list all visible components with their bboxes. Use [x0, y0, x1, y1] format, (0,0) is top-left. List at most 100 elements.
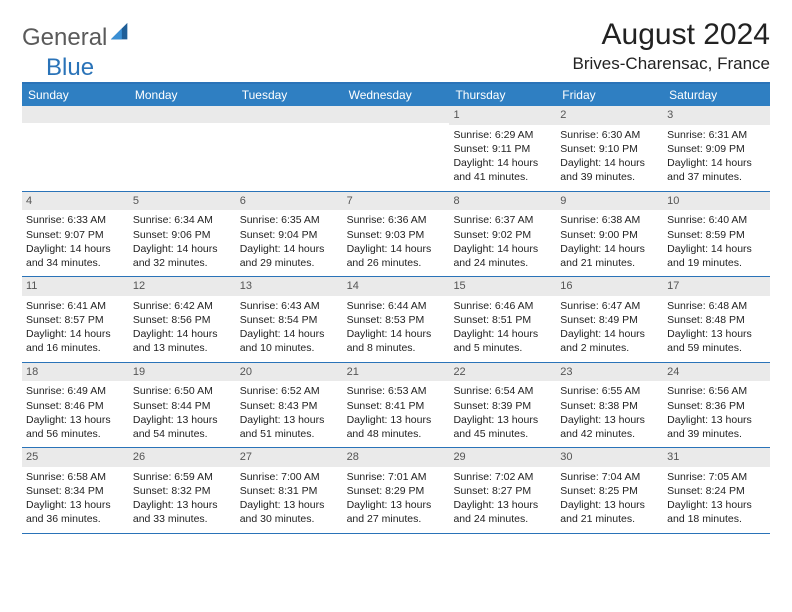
sunset-text: Sunset: 9:04 PM	[240, 228, 339, 242]
day-number: 22	[449, 363, 556, 382]
weeks-container: 1Sunrise: 6:29 AMSunset: 9:11 PMDaylight…	[22, 106, 770, 534]
daylight-text: Daylight: 14 hours and 29 minutes.	[240, 242, 339, 270]
sunset-text: Sunset: 8:49 PM	[560, 313, 659, 327]
sunset-text: Sunset: 9:03 PM	[347, 228, 446, 242]
weekday-sunday: Sunday	[22, 84, 129, 106]
calendar: Sunday Monday Tuesday Wednesday Thursday…	[22, 82, 770, 534]
daylight-text: Daylight: 13 hours and 48 minutes.	[347, 413, 446, 441]
weekday-header-row: Sunday Monday Tuesday Wednesday Thursday…	[22, 84, 770, 106]
month-title: August 2024	[573, 18, 770, 52]
day-cell: 14Sunrise: 6:44 AMSunset: 8:53 PMDayligh…	[343, 277, 450, 362]
sunrise-text: Sunrise: 6:41 AM	[26, 299, 125, 313]
daylight-text: Daylight: 14 hours and 37 minutes.	[667, 156, 766, 184]
daylight-text: Daylight: 13 hours and 51 minutes.	[240, 413, 339, 441]
sunset-text: Sunset: 9:06 PM	[133, 228, 232, 242]
day-number: 2	[556, 106, 663, 125]
day-cell	[129, 106, 236, 191]
daylight-text: Daylight: 13 hours and 33 minutes.	[133, 498, 232, 526]
daylight-text: Daylight: 13 hours and 39 minutes.	[667, 413, 766, 441]
day-cell: 10Sunrise: 6:40 AMSunset: 8:59 PMDayligh…	[663, 192, 770, 277]
daylight-text: Daylight: 13 hours and 45 minutes.	[453, 413, 552, 441]
day-number: 12	[129, 277, 236, 296]
daylight-text: Daylight: 14 hours and 10 minutes.	[240, 327, 339, 355]
day-cell: 5Sunrise: 6:34 AMSunset: 9:06 PMDaylight…	[129, 192, 236, 277]
day-number: 24	[663, 363, 770, 382]
day-number: 11	[22, 277, 129, 296]
day-number: 26	[129, 448, 236, 467]
day-number: 23	[556, 363, 663, 382]
weekday-wednesday: Wednesday	[343, 84, 450, 106]
sunrise-text: Sunrise: 6:37 AM	[453, 213, 552, 227]
sunset-text: Sunset: 8:43 PM	[240, 399, 339, 413]
day-number: 30	[556, 448, 663, 467]
daylight-text: Daylight: 14 hours and 34 minutes.	[26, 242, 125, 270]
week-row: 1Sunrise: 6:29 AMSunset: 9:11 PMDaylight…	[22, 106, 770, 192]
day-cell: 6Sunrise: 6:35 AMSunset: 9:04 PMDaylight…	[236, 192, 343, 277]
day-cell: 25Sunrise: 6:58 AMSunset: 8:34 PMDayligh…	[22, 448, 129, 533]
weekday-friday: Friday	[556, 84, 663, 106]
week-row: 18Sunrise: 6:49 AMSunset: 8:46 PMDayligh…	[22, 363, 770, 449]
sunrise-text: Sunrise: 6:50 AM	[133, 384, 232, 398]
day-number: 20	[236, 363, 343, 382]
daylight-text: Daylight: 14 hours and 21 minutes.	[560, 242, 659, 270]
sunrise-text: Sunrise: 6:42 AM	[133, 299, 232, 313]
day-number: 28	[343, 448, 450, 467]
day-cell: 21Sunrise: 6:53 AMSunset: 8:41 PMDayligh…	[343, 363, 450, 448]
day-cell: 22Sunrise: 6:54 AMSunset: 8:39 PMDayligh…	[449, 363, 556, 448]
daylight-text: Daylight: 13 hours and 59 minutes.	[667, 327, 766, 355]
sunrise-text: Sunrise: 7:05 AM	[667, 470, 766, 484]
sunrise-text: Sunrise: 7:04 AM	[560, 470, 659, 484]
day-number: 8	[449, 192, 556, 211]
daylight-text: Daylight: 13 hours and 21 minutes.	[560, 498, 659, 526]
sunset-text: Sunset: 8:34 PM	[26, 484, 125, 498]
sunset-text: Sunset: 8:57 PM	[26, 313, 125, 327]
day-cell: 3Sunrise: 6:31 AMSunset: 9:09 PMDaylight…	[663, 106, 770, 191]
daylight-text: Daylight: 13 hours and 42 minutes.	[560, 413, 659, 441]
day-number: 19	[129, 363, 236, 382]
day-number: 31	[663, 448, 770, 467]
daylight-text: Daylight: 14 hours and 13 minutes.	[133, 327, 232, 355]
day-number: 17	[663, 277, 770, 296]
daylight-text: Daylight: 13 hours and 27 minutes.	[347, 498, 446, 526]
title-block: August 2024 Brives-Charensac, France	[573, 18, 770, 74]
day-number: 7	[343, 192, 450, 211]
day-cell: 4Sunrise: 6:33 AMSunset: 9:07 PMDaylight…	[22, 192, 129, 277]
sunset-text: Sunset: 9:02 PM	[453, 228, 552, 242]
weekday-saturday: Saturday	[663, 84, 770, 106]
sunrise-text: Sunrise: 6:52 AM	[240, 384, 339, 398]
day-cell: 9Sunrise: 6:38 AMSunset: 9:00 PMDaylight…	[556, 192, 663, 277]
day-cell: 2Sunrise: 6:30 AMSunset: 9:10 PMDaylight…	[556, 106, 663, 191]
sunset-text: Sunset: 8:25 PM	[560, 484, 659, 498]
day-cell: 15Sunrise: 6:46 AMSunset: 8:51 PMDayligh…	[449, 277, 556, 362]
sunrise-text: Sunrise: 6:34 AM	[133, 213, 232, 227]
sunrise-text: Sunrise: 6:56 AM	[667, 384, 766, 398]
sunset-text: Sunset: 8:38 PM	[560, 399, 659, 413]
daylight-text: Daylight: 14 hours and 24 minutes.	[453, 242, 552, 270]
day-number	[236, 106, 343, 123]
day-number: 9	[556, 192, 663, 211]
day-cell: 19Sunrise: 6:50 AMSunset: 8:44 PMDayligh…	[129, 363, 236, 448]
sunrise-text: Sunrise: 6:31 AM	[667, 128, 766, 142]
logo: General	[22, 24, 131, 52]
sunset-text: Sunset: 8:44 PM	[133, 399, 232, 413]
weekday-monday: Monday	[129, 84, 236, 106]
day-cell: 24 Sunrise: 6:56 AMSunset: 8:36 PMDayligh…	[663, 363, 770, 448]
day-cell: 11Sunrise: 6:41 AMSunset: 8:57 PMDayligh…	[22, 277, 129, 362]
sunset-text: Sunset: 8:56 PM	[133, 313, 232, 327]
sunrise-text: Sunrise: 6:30 AM	[560, 128, 659, 142]
daylight-text: Daylight: 14 hours and 19 minutes.	[667, 242, 766, 270]
day-cell: 1Sunrise: 6:29 AMSunset: 9:11 PMDaylight…	[449, 106, 556, 191]
weekday-tuesday: Tuesday	[236, 84, 343, 106]
day-number: 15	[449, 277, 556, 296]
daylight-text: Daylight: 14 hours and 8 minutes.	[347, 327, 446, 355]
day-number: 27	[236, 448, 343, 467]
daylight-text: Daylight: 14 hours and 26 minutes.	[347, 242, 446, 270]
day-cell: 31Sunrise: 7:05 AMSunset: 8:24 PMDayligh…	[663, 448, 770, 533]
sunrise-text: Sunrise: 7:00 AM	[240, 470, 339, 484]
logo-text-general: General	[22, 24, 107, 52]
sunset-text: Sunset: 8:36 PM	[667, 399, 766, 413]
day-cell: 13Sunrise: 6:43 AMSunset: 8:54 PMDayligh…	[236, 277, 343, 362]
sunrise-text: Sunrise: 6:35 AM	[240, 213, 339, 227]
day-cell	[236, 106, 343, 191]
daylight-text: Daylight: 13 hours and 30 minutes.	[240, 498, 339, 526]
